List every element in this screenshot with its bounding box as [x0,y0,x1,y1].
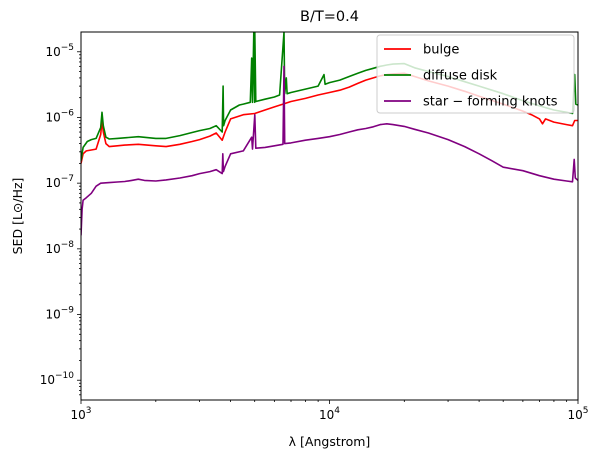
y-tick-label: 10−10 [40,371,75,387]
legend-box [376,34,575,114]
y-axis-label: SED [L⊙/Hz] [10,178,25,255]
legend-label-3: star − forming knots [423,95,558,110]
legend: bulge diffuse disk star − forming knots [376,34,575,114]
y-tick-label: 10−8 [45,240,74,256]
chart-title: B/T=0.4 [300,9,359,25]
y-tick-label: 10−7 [45,174,74,190]
y-axis: 10−10 10−9 10−8 10−7 10−6 10−5 [40,43,81,396]
x-tick-label: 103 [70,406,91,422]
legend-label-1: bulge [423,43,459,58]
y-tick-label: 10−6 [45,108,74,124]
y-tick-label: 10−9 [45,306,74,322]
x-axis: 103 104 105 [70,400,589,422]
series-line-3 [81,65,578,236]
x-axis-label: λ [Angstrom] [289,434,371,449]
x-tick-label: 104 [319,406,340,422]
y-tick-label: 10−5 [45,43,74,59]
legend-label-2: diffuse disk [423,69,498,84]
x-tick-label: 105 [567,406,588,422]
